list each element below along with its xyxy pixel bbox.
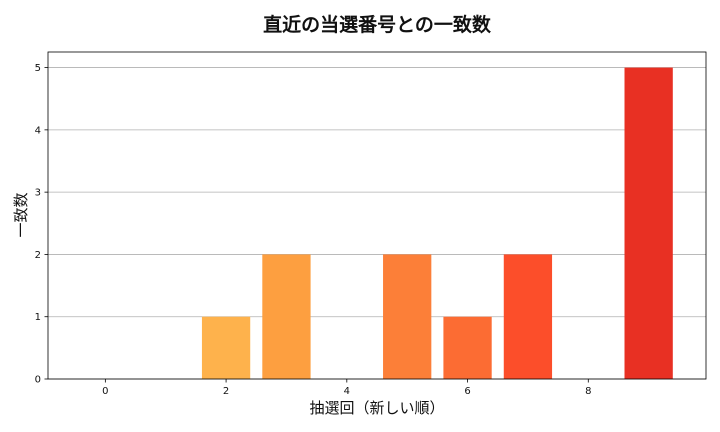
y-tick-label: 3: [35, 188, 41, 199]
bars: [201, 67, 673, 380]
bar: [624, 67, 673, 380]
x-tick-label: 4: [344, 386, 350, 397]
gridlines: [48, 67, 706, 380]
y-tick-label: 0: [35, 375, 41, 386]
bar: [443, 316, 492, 379]
x-axis-label: 抽選回（新しい順）: [309, 399, 444, 417]
y-tick-label: 5: [35, 63, 41, 74]
x-tick-label: 8: [585, 386, 591, 397]
y-tick-label: 1: [35, 312, 41, 323]
x-tick-label: 0: [102, 386, 108, 397]
bar: [383, 254, 432, 379]
bar: [503, 254, 553, 379]
bar: [201, 316, 251, 379]
y-ticks: 0 1 2 3 4 5: [35, 63, 48, 386]
x-tick-label: 2: [223, 386, 229, 397]
y-tick-label: 2: [35, 250, 41, 261]
y-tick-label: 4: [35, 125, 41, 136]
y-axis-label: 一致数: [12, 192, 30, 237]
chart-title: 直近の当選番号との一致数: [263, 13, 492, 36]
bar: [262, 254, 311, 379]
x-ticks: 0 2 4 6 8: [102, 379, 591, 397]
plot-frame: [47, 51, 707, 380]
x-tick-label: 6: [464, 386, 470, 397]
